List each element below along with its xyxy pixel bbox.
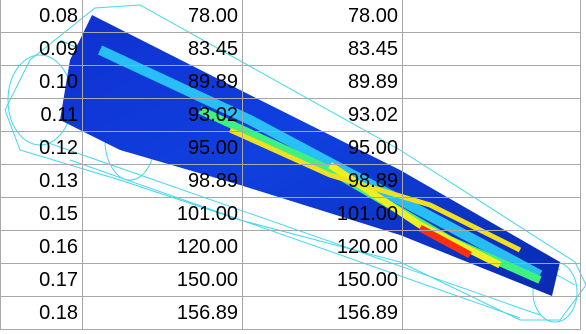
table-cell: 101.00	[243, 198, 403, 231]
table-cell: 101.00	[83, 198, 243, 231]
table-cell: 95.00	[243, 132, 403, 165]
table-cell	[403, 165, 581, 198]
table-cell: 156.89	[83, 297, 243, 330]
table-cell: 95.00	[83, 132, 243, 165]
table-cell: 150.00	[83, 264, 243, 297]
table-cell: 89.89	[243, 66, 403, 99]
table-cell: 0.10	[1, 66, 83, 99]
table-cell: 78.00	[243, 0, 403, 33]
table-cell: 93.02	[83, 99, 243, 132]
table-cell: 0.09	[1, 33, 83, 66]
table-cell: 120.00	[243, 231, 403, 264]
table-cell	[403, 264, 581, 297]
table-cell: 0.11	[1, 99, 83, 132]
table-cell: 83.45	[243, 33, 403, 66]
table-cell: 156.89	[243, 297, 403, 330]
table-cell: 150.00	[243, 264, 403, 297]
table-cell	[403, 0, 581, 33]
table-cell	[403, 66, 581, 99]
table-cell	[403, 132, 581, 165]
table-cell: 120.00	[83, 231, 243, 264]
table-cell: 0.12	[1, 132, 83, 165]
table-cell: 98.89	[83, 165, 243, 198]
table-cell	[403, 33, 581, 66]
table-cell	[403, 198, 581, 231]
table-cell: 0.17	[1, 264, 83, 297]
spreadsheet-screenshot: 0.0878.0078.000.0983.4583.450.1089.8989.…	[0, 0, 586, 334]
table-cell	[403, 99, 581, 132]
table-cell	[403, 297, 581, 330]
table-cell: 0.13	[1, 165, 83, 198]
table-cell: 83.45	[83, 33, 243, 66]
table-cell: 98.89	[243, 165, 403, 198]
table-cell: 0.15	[1, 198, 83, 231]
table-cell: 89.89	[83, 66, 243, 99]
table-cell	[403, 231, 581, 264]
table-cell: 0.16	[1, 231, 83, 264]
table-cell: 93.02	[243, 99, 403, 132]
table-cell: 0.18	[1, 297, 83, 330]
table-cell: 78.00	[83, 0, 243, 33]
table-cell: 0.08	[1, 0, 83, 33]
